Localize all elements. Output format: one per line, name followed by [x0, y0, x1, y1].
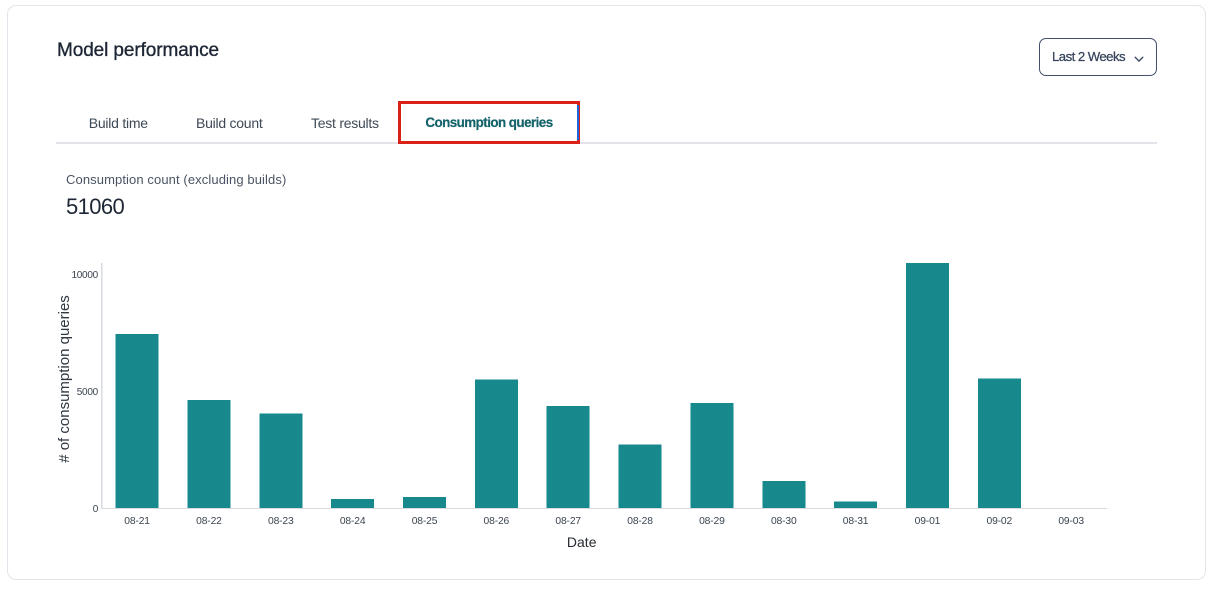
- svg-text:08-24: 08-24: [340, 516, 366, 527]
- svg-text:08-28: 08-28: [627, 516, 653, 527]
- svg-text:08-23: 08-23: [268, 516, 294, 527]
- svg-text:08-22: 08-22: [196, 516, 222, 527]
- svg-text:09-01: 09-01: [915, 516, 941, 527]
- svg-text:08-30: 08-30: [771, 516, 797, 527]
- svg-text:08-26: 08-26: [484, 516, 510, 527]
- svg-text:08-31: 08-31: [843, 516, 869, 527]
- svg-text:08-27: 08-27: [555, 516, 581, 527]
- svg-text:# of consumption queries: # of consumption queries: [56, 295, 73, 463]
- svg-text:5000: 5000: [77, 387, 99, 398]
- svg-text:08-25: 08-25: [412, 516, 438, 527]
- svg-text:08-21: 08-21: [124, 516, 150, 527]
- svg-text:09-02: 09-02: [987, 516, 1013, 527]
- svg-text:0: 0: [93, 504, 99, 515]
- svg-text:09-03: 09-03: [1058, 516, 1084, 527]
- svg-text:08-29: 08-29: [699, 516, 725, 527]
- svg-text:10000: 10000: [71, 270, 98, 281]
- svg-text:Date: Date: [567, 534, 597, 550]
